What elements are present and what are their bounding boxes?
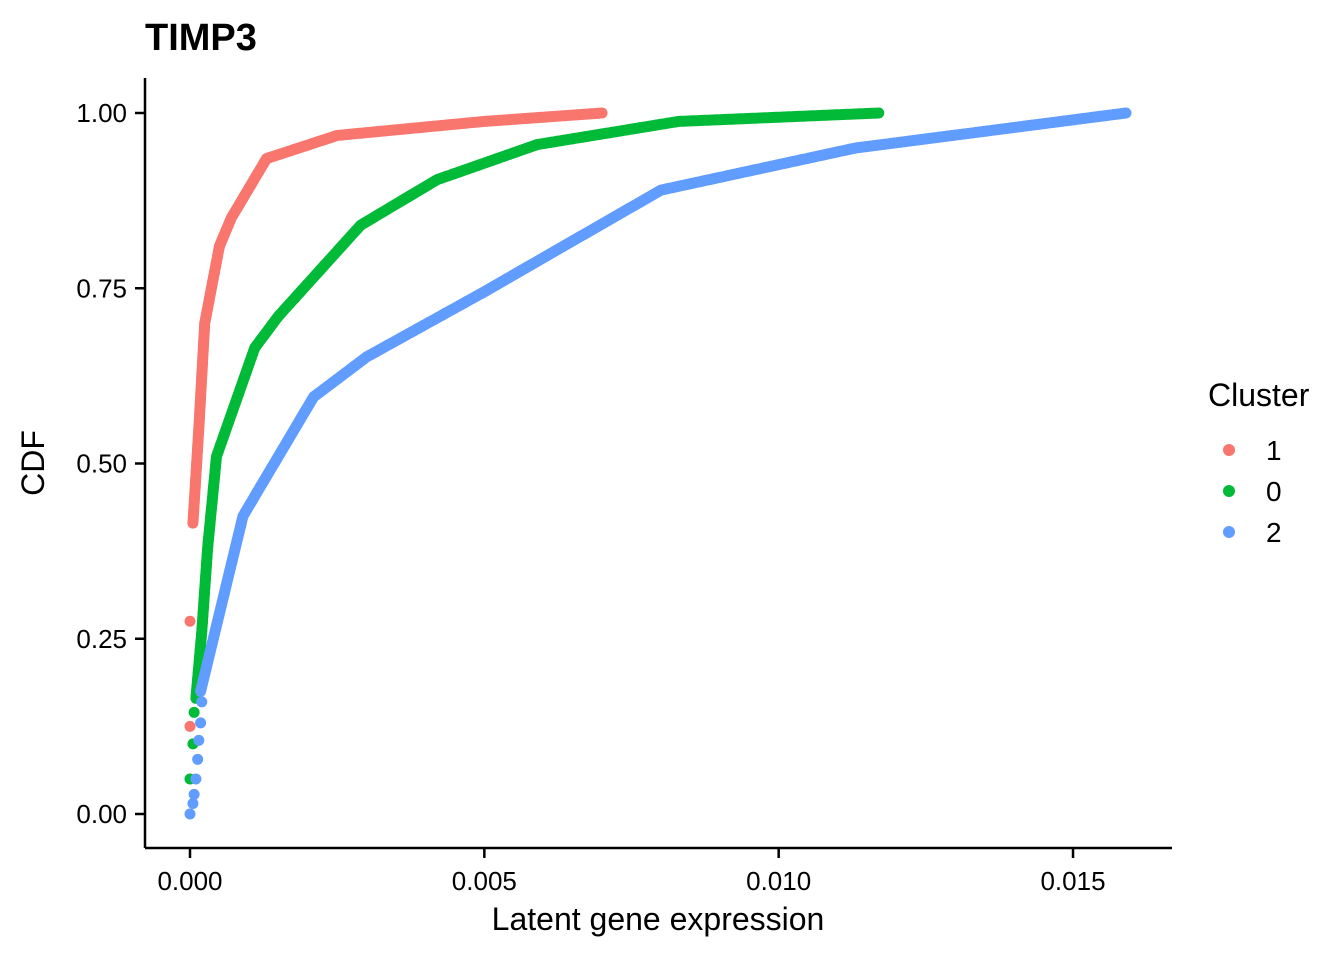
data-point: [184, 808, 196, 820]
legend-label-1: 1: [1266, 435, 1282, 466]
data-point: [188, 788, 200, 800]
plot-area: [184, 107, 1132, 820]
data-point: [596, 107, 608, 119]
legend-label-2: 2: [1266, 517, 1282, 548]
data-point: [1120, 107, 1132, 119]
x-axis-ticks: 0.000 0.005 0.010 0.015: [157, 848, 1106, 896]
legend-label-0: 0: [1266, 476, 1282, 507]
legend-key-2: [1223, 526, 1235, 538]
legend-title: Cluster: [1208, 377, 1310, 413]
data-point: [184, 615, 196, 627]
x-tick-label: 0.005: [452, 866, 517, 896]
legend-key-1: [1223, 444, 1235, 456]
y-axis-ticks: 0.00 0.25 0.50 0.75 1.00: [76, 98, 145, 829]
legend: Cluster 1 0 2: [1208, 377, 1310, 548]
data-point: [873, 107, 885, 119]
data-point: [187, 797, 199, 809]
x-tick-label: 0.000: [157, 866, 222, 896]
data-point: [192, 753, 204, 765]
data-point: [190, 773, 202, 785]
x-axis-label: Latent gene expression: [492, 901, 825, 937]
data-point: [188, 706, 200, 718]
x-tick-label: 0.015: [1040, 866, 1105, 896]
y-tick-label: 0.75: [76, 273, 127, 303]
series-2: [184, 107, 1132, 820]
data-point: [196, 696, 208, 708]
data-point: [184, 720, 196, 732]
data-point: [195, 717, 207, 729]
series-1: [184, 107, 608, 732]
legend-key-0: [1223, 485, 1235, 497]
chart-title: TIMP3: [145, 17, 257, 59]
y-tick-label: 1.00: [76, 98, 127, 128]
y-tick-label: 0.00: [76, 799, 127, 829]
data-point: [193, 734, 205, 746]
series-0: [184, 107, 885, 785]
y-tick-label: 0.50: [76, 449, 127, 479]
y-axis-label: CDF: [15, 430, 51, 496]
y-tick-label: 0.25: [76, 624, 127, 654]
x-tick-label: 0.010: [746, 866, 811, 896]
